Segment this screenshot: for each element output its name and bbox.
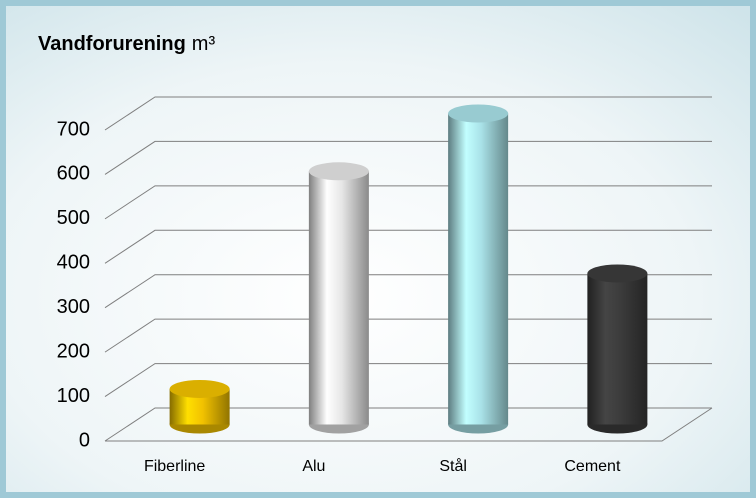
y-tick-label: 100: [57, 385, 90, 407]
bar: [587, 273, 648, 425]
grid-line: [104, 229, 712, 264]
bar: [448, 113, 509, 425]
bar-top: [448, 104, 509, 123]
plot: 0 100 200 300 400 500 600 700 Fiberline Alu Stål Ce…: [57, 96, 713, 475]
y-tick-label: 300: [57, 296, 90, 318]
x-tick-label: Stål: [439, 457, 467, 475]
grid-line: [104, 96, 712, 131]
y-tick-label: 400: [57, 252, 90, 274]
y-tick-label: 200: [57, 340, 90, 362]
grid-line: [104, 363, 712, 397]
bar-top: [169, 379, 230, 398]
grid-line: [104, 407, 712, 442]
bar-top: [308, 162, 369, 181]
grid-line: [104, 185, 712, 220]
y-tick-label: 500: [57, 207, 90, 229]
floor-edge: [105, 407, 713, 442]
bar: [308, 171, 369, 425]
x-tick-label: Cement: [564, 458, 621, 475]
grid-line: [104, 274, 712, 309]
y-tick-label: 600: [57, 163, 90, 185]
x-tick-label: Fiberline: [144, 458, 205, 475]
grid-line: [104, 140, 712, 175]
grid-line: [104, 318, 712, 353]
x-tick-label: Alu: [302, 458, 325, 475]
bar-top: [587, 264, 648, 283]
y-tick-label: 0: [79, 429, 90, 451]
y-tick-label: 700: [57, 118, 90, 140]
chart-title: Vandforurening m³: [38, 33, 215, 55]
